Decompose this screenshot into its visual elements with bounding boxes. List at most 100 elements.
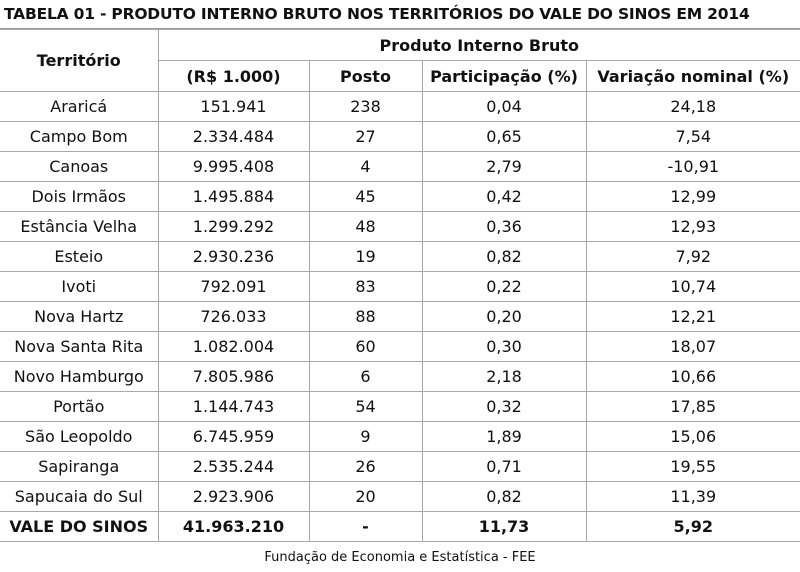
cell-value: 1.144.743 (158, 392, 309, 422)
cell-value: 2.535.244 (158, 452, 309, 482)
cell-rank: 60 (309, 332, 422, 362)
cell-rank: 54 (309, 392, 422, 422)
total-row: VALE DO SINOS 41.963.210 - 11,73 5,92 (0, 512, 800, 542)
cell-value: 1.082.004 (158, 332, 309, 362)
table-document: TABELA 01 - PRODUTO INTERNO BRUTO NOS TE… (0, 0, 800, 558)
cell-variation: 7,92 (586, 242, 800, 272)
total-name: VALE DO SINOS (0, 512, 158, 542)
cell-name: Nova Hartz (0, 302, 158, 332)
cell-variation: 24,18 (586, 92, 800, 122)
cell-rank: 19 (309, 242, 422, 272)
cell-rank: 9 (309, 422, 422, 452)
cell-variation: 15,06 (586, 422, 800, 452)
cell-variation: 18,07 (586, 332, 800, 362)
cell-share: 0,20 (422, 302, 586, 332)
cell-variation: 10,66 (586, 362, 800, 392)
cell-share: 0,04 (422, 92, 586, 122)
cell-rank: 48 (309, 212, 422, 242)
total-value: 41.963.210 (158, 512, 309, 542)
cell-name: Nova Santa Rita (0, 332, 158, 362)
cell-rank: 4 (309, 152, 422, 182)
cell-name: São Leopoldo (0, 422, 158, 452)
cell-value: 151.941 (158, 92, 309, 122)
cell-share: 0,32 (422, 392, 586, 422)
cell-name: Sapucaia do Sul (0, 482, 158, 512)
cell-share: 0,82 (422, 482, 586, 512)
cell-share: 0,65 (422, 122, 586, 152)
cell-share: 1,89 (422, 422, 586, 452)
cell-value: 1.495.884 (158, 182, 309, 212)
table-title: TABELA 01 - PRODUTO INTERNO BRUTO NOS TE… (0, 0, 800, 29)
cell-rank: 88 (309, 302, 422, 332)
cell-rank: 26 (309, 452, 422, 482)
cell-name: Araricá (0, 92, 158, 122)
cell-variation: 17,85 (586, 392, 800, 422)
cell-variation: 12,93 (586, 212, 800, 242)
cell-variation: 19,55 (586, 452, 800, 482)
cell-name: Esteio (0, 242, 158, 272)
total-rank: - (309, 512, 422, 542)
cell-value: 6.745.959 (158, 422, 309, 452)
cell-variation: 12,21 (586, 302, 800, 332)
cell-variation: 11,39 (586, 482, 800, 512)
cell-value: 726.033 (158, 302, 309, 332)
cell-rank: 45 (309, 182, 422, 212)
gdp-table: Território Produto Interno Bruto (R$ 1.0… (0, 29, 800, 572)
cell-share: 0,36 (422, 212, 586, 242)
source-note: Fundação de Economia e Estatística - FEE (0, 542, 800, 572)
cell-share: 0,22 (422, 272, 586, 302)
cell-share: 0,42 (422, 182, 586, 212)
header-territory: Território (0, 30, 158, 92)
cell-name: Estância Velha (0, 212, 158, 242)
cell-share: 0,30 (422, 332, 586, 362)
cell-value: 2.930.236 (158, 242, 309, 272)
header-rank: Posto (309, 61, 422, 92)
cell-variation: 7,54 (586, 122, 800, 152)
cell-rank: 238 (309, 92, 422, 122)
cell-share: 0,71 (422, 452, 586, 482)
total-share: 11,73 (422, 512, 586, 542)
header-variation: Variação nominal (%) (586, 61, 800, 92)
cell-variation: 12,99 (586, 182, 800, 212)
cell-rank: 27 (309, 122, 422, 152)
cell-value: 1.299.292 (158, 212, 309, 242)
header-share: Participação (%) (422, 61, 586, 92)
cell-name: Ivoti (0, 272, 158, 302)
cell-variation: -10,91 (586, 152, 800, 182)
cell-name: Portão (0, 392, 158, 422)
cell-rank: 83 (309, 272, 422, 302)
cell-name: Dois Irmãos (0, 182, 158, 212)
cell-value: 9.995.408 (158, 152, 309, 182)
cell-name: Novo Hamburgo (0, 362, 158, 392)
cell-value: 2.334.484 (158, 122, 309, 152)
cell-value: 2.923.906 (158, 482, 309, 512)
cell-rank: 20 (309, 482, 422, 512)
cell-value: 792.091 (158, 272, 309, 302)
cell-variation: 10,74 (586, 272, 800, 302)
cell-name: Canoas (0, 152, 158, 182)
cell-name: Campo Bom (0, 122, 158, 152)
cell-share: 2,18 (422, 362, 586, 392)
cell-share: 0,82 (422, 242, 586, 272)
cell-share: 2,79 (422, 152, 586, 182)
cell-name: Sapiranga (0, 452, 158, 482)
header-value: (R$ 1.000) (158, 61, 309, 92)
cell-value: 7.805.986 (158, 362, 309, 392)
cell-rank: 6 (309, 362, 422, 392)
header-gdp-group: Produto Interno Bruto (158, 30, 800, 61)
total-variation: 5,92 (586, 512, 800, 542)
